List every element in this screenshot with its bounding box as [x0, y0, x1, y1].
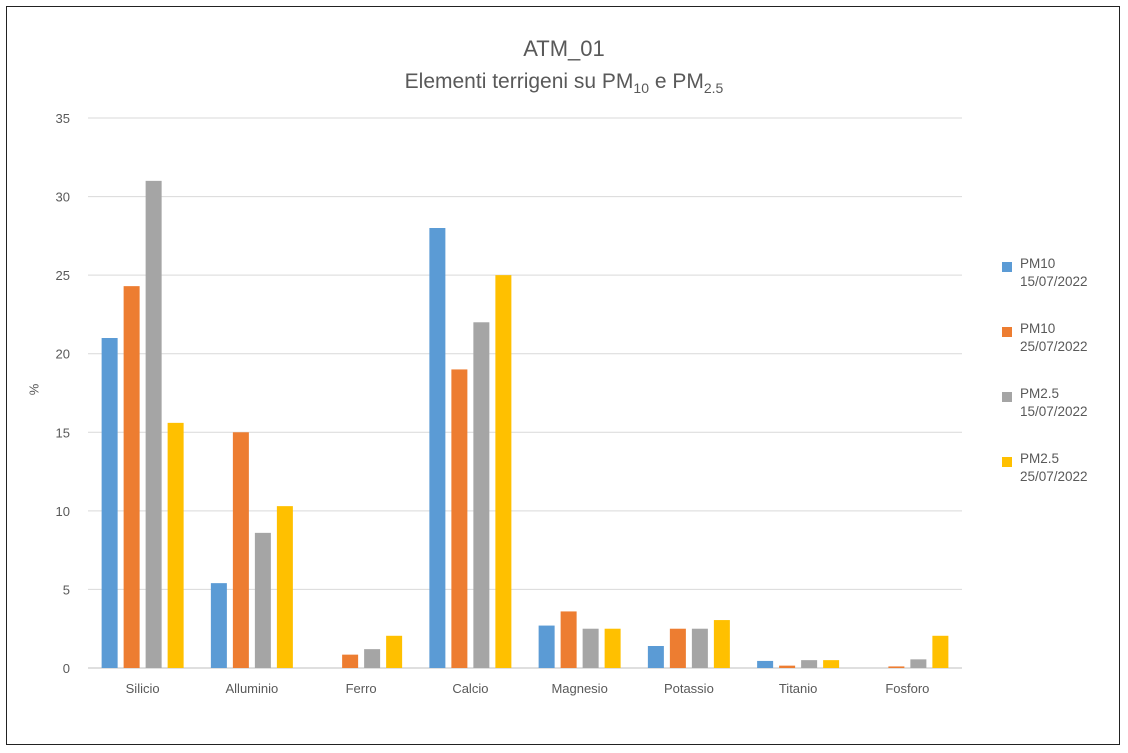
x-tick-label: Titanio	[779, 681, 818, 696]
x-tick-label: Alluminio	[226, 681, 279, 696]
x-tick-label: Fosforo	[885, 681, 929, 696]
bar-layer	[101, 180, 949, 668]
subtitle-sub-2: 2.5	[703, 80, 724, 97]
bar	[276, 506, 293, 668]
legend-series-name: PM10	[1020, 321, 1056, 336]
bar	[779, 665, 796, 668]
y-tick-label: 35	[56, 111, 70, 126]
bar	[495, 275, 512, 668]
legend-series-date: 25/07/2022	[1020, 469, 1088, 484]
legend-series-name: PM2.5	[1020, 386, 1060, 401]
legend-series-name: PM10	[1020, 256, 1056, 271]
bar	[386, 635, 403, 668]
subtitle-sub-1: 10	[633, 80, 649, 97]
bar	[604, 628, 621, 668]
bar	[101, 338, 118, 668]
legend-swatch	[1002, 392, 1012, 402]
y-tick-label: 25	[56, 268, 70, 283]
bar	[582, 628, 599, 668]
bar	[210, 583, 227, 668]
legend-label: PM2.5 25/07/2022	[1020, 450, 1088, 486]
bar	[451, 369, 468, 668]
legend-label: PM2.5 15/07/2022	[1020, 385, 1088, 421]
bar	[429, 228, 446, 668]
x-tick-label: Ferro	[346, 681, 377, 696]
legend-swatch	[1002, 457, 1012, 467]
bar	[647, 646, 664, 668]
x-tick-label: Potassio	[664, 681, 714, 696]
legend-label: PM10 25/07/2022	[1020, 320, 1088, 356]
legend-series-date: 15/07/2022	[1020, 274, 1088, 289]
bar	[932, 635, 949, 668]
legend-label: PM10 15/07/2022	[1020, 255, 1088, 291]
bar	[888, 666, 905, 668]
bar	[669, 628, 686, 668]
bar	[364, 649, 381, 668]
y-tick-label: 5	[63, 582, 70, 597]
bar	[713, 620, 730, 668]
y-tick-label: 15	[56, 425, 70, 440]
bar	[342, 654, 359, 668]
bar	[167, 422, 184, 668]
subtitle-text-2: e PM	[649, 70, 704, 93]
y-tick-label: 10	[56, 504, 70, 519]
legend-swatch	[1002, 262, 1012, 272]
y-tick-label: 20	[56, 347, 70, 362]
bar	[691, 628, 708, 668]
x-tick-label: Silicio	[126, 681, 160, 696]
legend-series-date: 25/07/2022	[1020, 339, 1088, 354]
chart-title: ATM_01	[523, 36, 605, 61]
bar	[473, 322, 490, 668]
bar	[560, 611, 577, 668]
subtitle-text-1: Elementi terrigeni su PM	[404, 70, 634, 93]
bar	[123, 286, 140, 668]
y-tick-label: 0	[63, 661, 70, 676]
bar	[145, 180, 162, 668]
y-tick-label: 30	[56, 190, 70, 205]
x-tick-label: Magnesio	[551, 681, 607, 696]
legend-swatch	[1002, 327, 1012, 337]
label-layer: 0 5 10 15 20 25 30 35 Silicio Alluminio Ferro Calci…	[56, 111, 930, 696]
legend-series-date: 15/07/2022	[1020, 404, 1088, 419]
bar	[823, 660, 840, 668]
bar	[538, 625, 555, 668]
bar	[910, 659, 927, 668]
bar	[232, 432, 249, 668]
bar	[757, 660, 774, 668]
bar	[254, 532, 271, 668]
bar	[801, 660, 818, 668]
legend-series-name: PM2.5	[1020, 451, 1060, 466]
x-tick-label: Calcio	[452, 681, 488, 696]
chart-subtitle: Elementi terrigeni su PM10 e PM2.5	[0, 70, 1128, 96]
